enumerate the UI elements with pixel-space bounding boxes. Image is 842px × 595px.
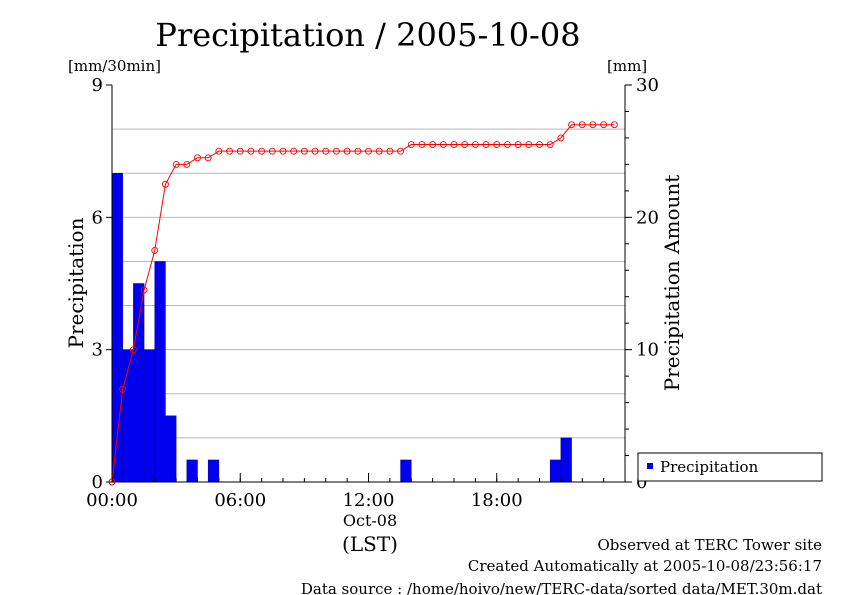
amount-point [161, 180, 169, 188]
right-tick-label: 20 [636, 207, 659, 228]
legend-swatch [647, 463, 653, 469]
amount-point [183, 160, 191, 168]
amount-point [407, 141, 415, 149]
x-tick-label: 00:00 [86, 490, 138, 511]
amount-point [151, 246, 159, 254]
amount-point [140, 286, 148, 294]
amount-point [247, 147, 255, 155]
precipitation-bar [154, 261, 166, 483]
precipitation-bar [165, 415, 177, 483]
amount-point [343, 147, 351, 155]
left-tick-label: 3 [92, 340, 103, 361]
amount-point [290, 147, 298, 155]
amount-point [332, 147, 340, 155]
amount-point [279, 147, 287, 155]
amount-point [172, 160, 180, 168]
amount-point [546, 141, 554, 149]
amount-point [226, 147, 234, 155]
legend-entry-precipitation: Precipitation [660, 458, 759, 476]
precipitation-amount-line [108, 121, 618, 486]
amount-point [311, 147, 319, 155]
amount-point [204, 154, 212, 162]
precipitation-bar [549, 459, 562, 483]
amount-point [471, 141, 479, 149]
left-tick-label: 6 [92, 207, 103, 228]
amount-point [386, 147, 394, 155]
right-tick-label: 0 [636, 472, 647, 493]
amount-point [450, 141, 458, 149]
left-axis-title: Precipitation [64, 217, 88, 348]
amount-point [493, 141, 501, 149]
amount-point [322, 147, 330, 155]
amount-point [482, 141, 490, 149]
footer-data-source: Data source : /home/hoivo/new/TERC-data/… [301, 580, 822, 595]
amount-point [503, 141, 511, 149]
footer-created: Created Automatically at 2005-10-08/23:5… [468, 557, 822, 575]
amount-point [268, 147, 276, 155]
right-tick-label: 10 [636, 340, 659, 361]
left-tick-label: 9 [92, 75, 103, 96]
footer-observed: Observed at TERC Tower site [597, 536, 822, 554]
amount-point [536, 141, 543, 149]
right-tick-label: 30 [636, 75, 659, 96]
left-axis-unit: [mm/30min] [68, 57, 161, 75]
right-axis-unit: [mm] [607, 57, 647, 75]
amount-point [194, 154, 201, 162]
chart-title: Precipitation / 2005-10-08 [155, 16, 580, 54]
amount-point [514, 141, 522, 149]
x-tick-label: 12:00 [343, 490, 395, 511]
amount-point [578, 121, 586, 129]
amount-point [461, 141, 469, 149]
precipitation-bar [186, 459, 198, 483]
amount-point [418, 141, 426, 149]
amount-point [375, 147, 383, 155]
precipitation-bars [111, 172, 572, 483]
precipitation-bar [207, 459, 220, 483]
amount-point [439, 141, 447, 149]
amount-point [365, 147, 372, 155]
precipitation-bar [143, 349, 155, 483]
right-axis-title: Precipitation Amount [660, 175, 684, 392]
amount-point [397, 147, 405, 155]
amount-point [258, 147, 266, 155]
legend: Precipitation [637, 452, 823, 482]
axes [106, 84, 632, 483]
x-date-label: Oct-08 [343, 511, 397, 530]
precipitation-bar [560, 437, 572, 483]
grid-lines [112, 128, 625, 439]
legend-box [637, 452, 823, 482]
amount-point [129, 346, 137, 354]
amount-point [300, 147, 308, 155]
precipitation-bar [133, 283, 145, 483]
amount-point [610, 121, 618, 129]
amount-point [429, 141, 437, 149]
x-tick-label: 06:00 [214, 490, 266, 511]
amount-line-path [111, 124, 615, 483]
tick-labels: 0 3 6 9 0 10 20 30 00:00 06:00 12:00 18:00 [86, 75, 659, 511]
amount-point [525, 141, 533, 149]
amount-point [600, 121, 608, 129]
precipitation-bar [400, 459, 412, 483]
amount-point [354, 147, 362, 155]
left-tick-label: 0 [92, 472, 103, 493]
amount-point [236, 147, 244, 155]
amount-point [119, 385, 127, 393]
x-tick-label: 18:00 [471, 490, 523, 511]
amount-point [557, 134, 565, 142]
x-axis-label: (LST) [342, 532, 398, 556]
amount-point [589, 121, 597, 129]
amount-point [215, 147, 223, 155]
amount-point [568, 121, 576, 129]
